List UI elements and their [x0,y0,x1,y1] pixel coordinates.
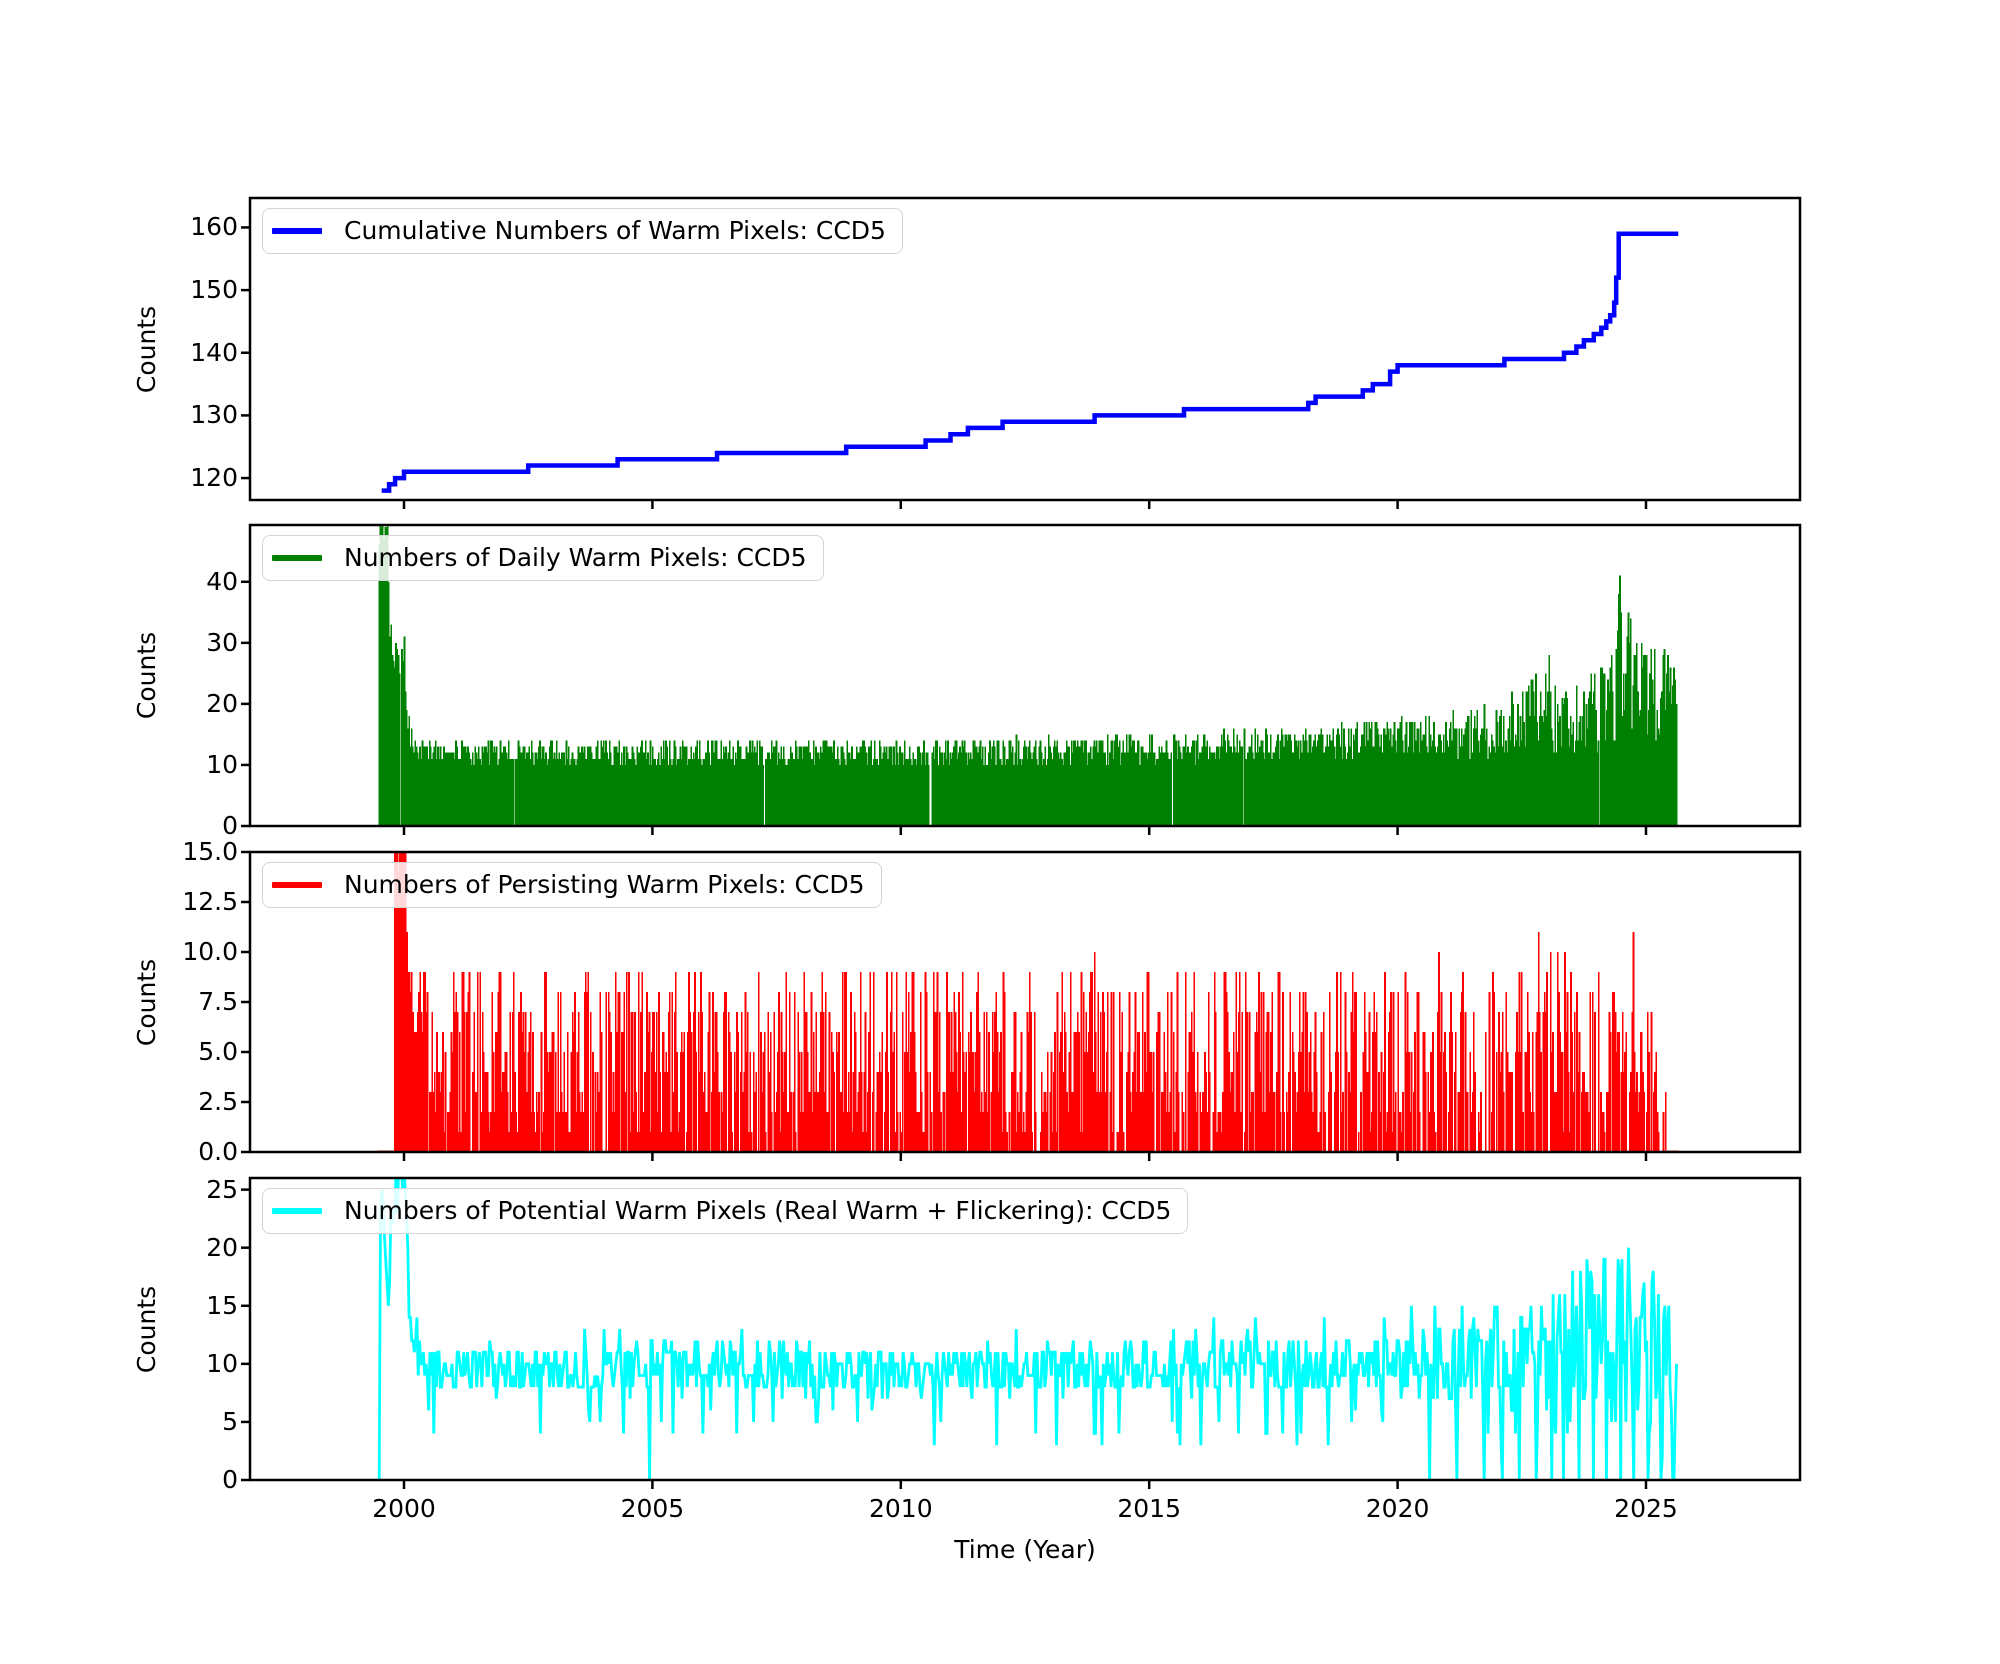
legend-cumulative: Cumulative Numbers of Warm Pixels: CCD5 [262,208,903,254]
legend-persisting: Numbers of Persisting Warm Pixels: CCD5 [262,862,882,908]
y-axis-label-wrap: Counts [125,198,169,500]
legend-label: Numbers of Daily Warm Pixels: CCD5 [344,543,807,572]
legend-line-sample-red [272,882,322,888]
y-axis-label: Counts [132,631,162,720]
x-tick-label: 2020 [1365,1494,1430,1523]
legend-line-sample-blue [272,228,322,234]
legend-label: Numbers of Persisting Warm Pixels: CCD5 [344,870,865,899]
panel-daily-warm-pixels: Numbers of Daily Warm Pixels: CCD5 Count… [133,525,1800,826]
panel-potential-warm-pixels: Numbers of Potential Warm Pixels (Real W… [133,1178,1800,1480]
panel-cumulative-warm-pixels: Cumulative Numbers of Warm Pixels: CCD5 … [133,198,1800,500]
x-tick-label: 2005 [620,1494,685,1523]
y-axis-label-wrap: Counts [125,525,169,826]
x-axis-label: Time (Year) [954,1535,1096,1564]
y-axis-label-wrap: Counts [125,852,169,1152]
legend-line-sample-green [272,555,322,561]
y-axis-label: Counts [132,1285,162,1373]
x-tick-label: 2000 [372,1494,436,1523]
legend-label: Cumulative Numbers of Warm Pixels: CCD5 [344,216,886,245]
panel-persisting-warm-pixels: Numbers of Persisting Warm Pixels: CCD5 … [133,852,1800,1152]
y-axis-label-wrap: Counts [125,1178,169,1480]
y-axis-label: Counts [132,305,162,393]
legend-label: Numbers of Potential Warm Pixels (Real W… [344,1196,1172,1225]
x-tick-label: 2015 [1117,1494,1181,1523]
x-tick-label: 2025 [1614,1494,1678,1523]
data-series [381,231,1679,493]
y-axis-label: Counts [132,958,162,1046]
x-tick-label: 2010 [868,1494,933,1523]
legend-line-sample-cyan [272,1208,322,1214]
legend-potential: Numbers of Potential Warm Pixels (Real W… [262,1188,1189,1234]
legend-daily: Numbers of Daily Warm Pixels: CCD5 [262,535,824,581]
